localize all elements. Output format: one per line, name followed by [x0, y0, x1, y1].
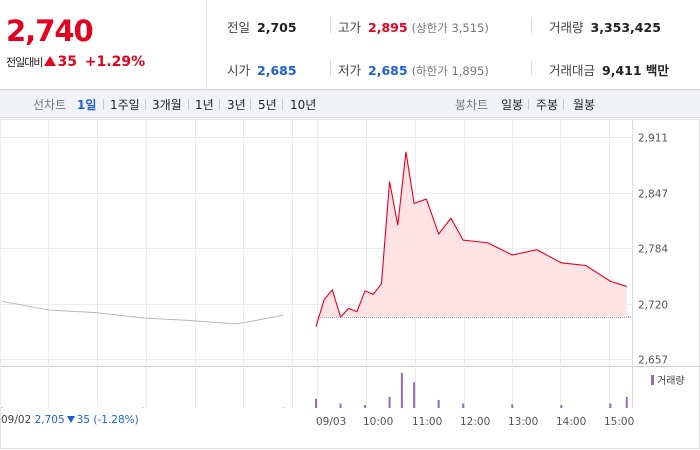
- volume-bar: [462, 403, 465, 408]
- high-label: 고가: [338, 20, 362, 35]
- volume-bar: [609, 403, 612, 408]
- volume-bar: [560, 405, 563, 408]
- volume-legend: 거래량: [651, 372, 685, 387]
- divider: [145, 99, 146, 110]
- volume-bar: [413, 382, 416, 408]
- upper-limit: (상한가 3,515): [411, 21, 489, 35]
- volume-stat: 거래량 3,353,425: [549, 17, 661, 36]
- low-value: 2,685: [368, 63, 408, 78]
- divider: [531, 60, 532, 76]
- divider: [531, 17, 532, 33]
- price-box: 2,740 전일대비 35 +1.29%: [0, 0, 207, 90]
- x-tick-label: 14:00: [556, 416, 586, 428]
- prev-day-info: 09/02 2,705 35 (-1.28%): [1, 414, 139, 426]
- y-tick-label: 2,911: [638, 133, 668, 145]
- x-tick-label: 13:00: [508, 416, 538, 428]
- down-triangle-icon: [66, 416, 75, 423]
- change-amount: 35: [57, 54, 77, 70]
- low-label: 저가: [338, 63, 362, 78]
- x-tick-label: 12:00: [460, 416, 490, 428]
- current-price: 2,740: [6, 14, 94, 48]
- divider: [528, 99, 529, 110]
- y-tick-label: 2,657: [638, 355, 668, 367]
- volume-legend-label: 거래량: [657, 376, 685, 387]
- volume-bar: [400, 373, 403, 408]
- amount-stat: 거래대금 9,411 백만: [549, 60, 669, 79]
- prev-change: 35: [76, 414, 91, 426]
- divider: [330, 60, 331, 76]
- volume-bar: [364, 405, 367, 408]
- open-value: 2,685: [257, 63, 297, 78]
- period-1day[interactable]: 1일: [77, 98, 97, 112]
- volume-label: 거래량: [549, 20, 584, 35]
- high-value: 2,895: [368, 20, 408, 35]
- divider: [563, 99, 564, 110]
- low-stat: 저가 2,685 (하한가 1,895): [338, 60, 489, 79]
- volume-bar: [511, 404, 514, 408]
- high-stat: 고가 2,895 (상한가 3,515): [338, 17, 489, 36]
- divider: [103, 99, 104, 110]
- change-line: 전일대비 35 +1.29%: [6, 54, 145, 70]
- prev-close-stat: 전일 2,705: [227, 17, 297, 36]
- amount-label: 거래대금: [549, 63, 596, 78]
- volume-swatch: [651, 375, 654, 385]
- prev-rate: (-1.28%): [93, 414, 139, 426]
- open-stat: 시가 2,685: [227, 60, 297, 79]
- volume-value: 3,353,425: [590, 20, 661, 35]
- y-tick-label: 2,847: [638, 189, 668, 201]
- divider: [250, 99, 251, 110]
- x-tick-label: 11:00: [412, 416, 442, 428]
- candle-weekly[interactable]: 주봉: [536, 98, 559, 112]
- volume-bar: [315, 398, 317, 408]
- prev-close-value: 2,705: [257, 20, 297, 35]
- x-tick-label: 10:00: [363, 416, 393, 428]
- period-3month[interactable]: 3개월: [152, 98, 182, 112]
- divider: [188, 99, 189, 110]
- period-10year[interactable]: 10년: [290, 98, 317, 112]
- change-rate: +1.29%: [84, 54, 146, 70]
- line-chart-label: 선차트: [33, 98, 67, 112]
- period-1week[interactable]: 1주일: [110, 98, 140, 112]
- divider: [219, 99, 220, 110]
- y-tick-label: 2,784: [638, 244, 668, 256]
- amount-value: 9,411 백만: [602, 63, 669, 78]
- divider: [282, 99, 283, 110]
- price-chart[interactable]: 2,911 2,847 2,784 2,720 2,657 09/02 09/03 10:00…: [0, 119, 700, 450]
- divider: [330, 17, 331, 33]
- x-tick-label: 09/03: [316, 416, 346, 428]
- period-3year[interactable]: 3년: [227, 98, 246, 112]
- volume-bar: [625, 396, 628, 408]
- up-triangle-icon: [44, 56, 57, 66]
- prev-close: 2,705: [34, 414, 65, 426]
- lower-limit: (하한가 1,895): [411, 64, 489, 78]
- candle-monthly[interactable]: 월봉: [573, 98, 596, 112]
- change-label: 전일대비: [6, 56, 43, 69]
- x-tick-label: 15:00: [604, 416, 634, 428]
- volume-bar: [339, 403, 342, 408]
- period-1year[interactable]: 1년: [195, 98, 214, 112]
- chart-period-toolbar: 선차트 1일 1주일 3개월 1년 3년 5년 10년 봉차트 일봉 주봉 월봉: [0, 90, 700, 118]
- prev-day-price-line: [1, 300, 284, 325]
- volume-bar: [388, 396, 391, 408]
- prev-close-label: 전일: [227, 20, 251, 35]
- today-price-line: [315, 151, 627, 327]
- period-5year[interactable]: 5년: [258, 98, 277, 112]
- candle-daily[interactable]: 일봉: [501, 98, 524, 112]
- price-area-fill: [316, 151, 627, 327]
- volume-bar: [437, 399, 440, 408]
- open-label: 시가: [227, 63, 251, 78]
- prev-date: 09/02: [1, 414, 32, 426]
- y-tick-label: 2,720: [638, 300, 668, 312]
- quote-summary: 2,740 전일대비 35 +1.29% 전일 2,705 고가 2,895 (상한가 …: [0, 0, 700, 90]
- candle-chart-label: 봉차트: [455, 98, 489, 112]
